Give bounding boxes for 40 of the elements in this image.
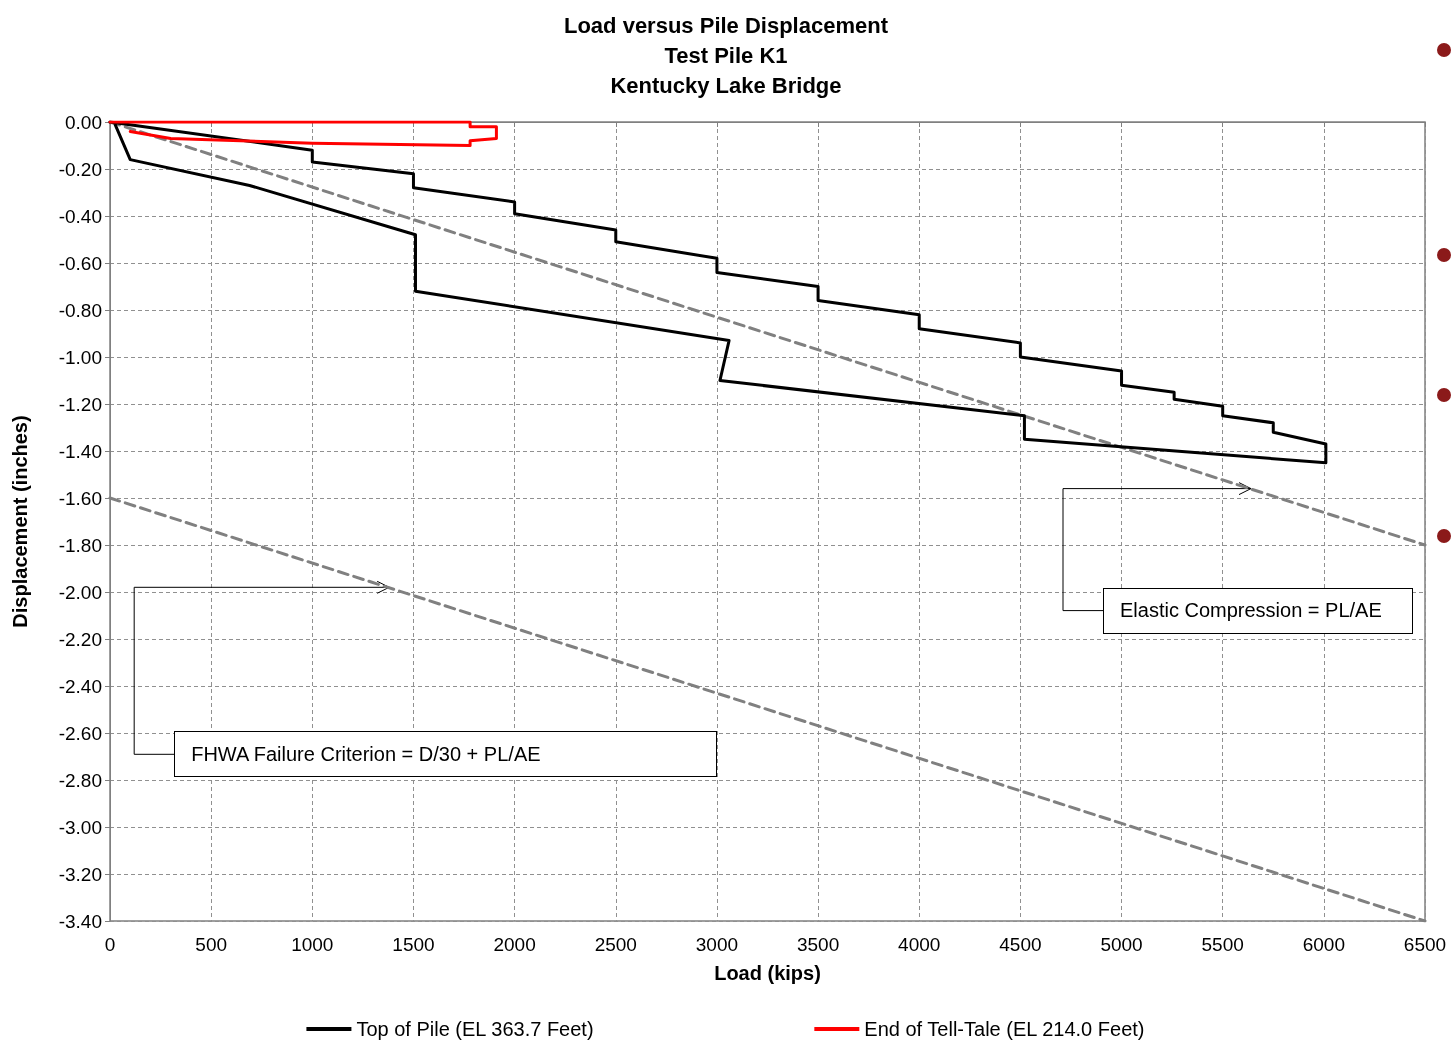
y-tick-label: -2.40	[58, 675, 102, 697]
x-tick-label: 3500	[796, 934, 840, 955]
y-tick-label: -3.00	[58, 816, 102, 838]
x-tick-label: 4000	[898, 934, 941, 955]
y-tick-label: -3.40	[58, 910, 102, 932]
y-tick-label: -1.40	[58, 440, 102, 462]
x-tick-label: 3000	[695, 934, 739, 955]
y-tick-label: -0.40	[58, 205, 102, 227]
line-series	[108, 120, 498, 147]
y-tick-label: -2.00	[58, 581, 102, 603]
x-tick-label: 4500	[999, 934, 1042, 955]
y-tick-label: -0.20	[58, 158, 102, 180]
x-tick-label: 0	[104, 934, 116, 955]
y-tick-label: -3.20	[58, 863, 102, 885]
y-tick-label: -2.60	[58, 722, 102, 744]
y-tick-label: -2.20	[58, 628, 102, 650]
legend-label: End of Tell-Tale (EL 214.0 Feet)	[864, 1018, 1145, 1040]
y-tick-label: -1.80	[58, 534, 102, 556]
x-tick-label: 6000	[1302, 934, 1345, 955]
x-tick-label: 6500	[1403, 934, 1447, 955]
x-axis-title: Load (kips)	[714, 962, 821, 984]
y-tick-label: -1.60	[58, 487, 102, 509]
y-tick-label: -1.00	[58, 346, 102, 368]
x-tick-label: 1500	[392, 934, 435, 955]
y-tick-label: 0.00	[65, 111, 102, 133]
callout-box: FHWA Failure Criterion = D/30 + PL/AE	[174, 731, 718, 778]
y-tick-label: -2.80	[58, 769, 102, 791]
y-tick-label: -1.20	[58, 393, 102, 415]
y-axis-title: Displacement (inches)	[9, 415, 31, 628]
chart-title: Load versus Pile Displacement Test Pile K1 Kentucky Lake Bridge	[563, 12, 889, 98]
x-tick-label: 2000	[493, 934, 536, 955]
legend-label: Top of Pile (EL 363.7 Feet)	[356, 1018, 594, 1040]
x-tick-label: 2500	[594, 934, 637, 955]
x-tick-label: 5500	[1201, 934, 1244, 955]
y-tick-label: -0.80	[58, 299, 102, 321]
x-tick-label: 500	[195, 934, 228, 955]
x-tick-label: 5000	[1100, 934, 1143, 955]
callout-box: Elastic Compression = PL/AE	[1103, 587, 1413, 634]
x-tick-label: 1000	[291, 934, 334, 955]
y-tick-label: -0.60	[58, 252, 102, 274]
